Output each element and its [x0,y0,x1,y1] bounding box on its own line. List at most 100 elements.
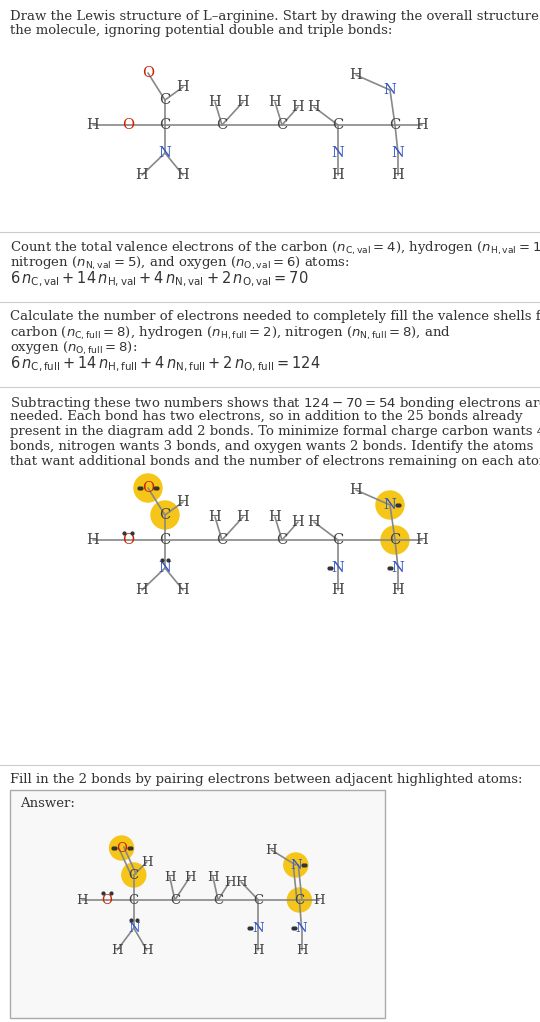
Text: N: N [383,83,396,97]
Ellipse shape [134,474,162,502]
Text: H: H [164,871,176,883]
Text: C: C [294,893,305,907]
Text: H: H [296,943,307,957]
Text: N: N [296,922,307,934]
Text: H: H [313,893,325,907]
Text: H: H [268,95,281,109]
Text: O: O [122,533,134,547]
Text: H: H [86,533,99,547]
Text: Answer:: Answer: [20,797,75,810]
Text: C: C [276,118,288,132]
Ellipse shape [151,501,179,529]
Text: C: C [333,533,343,547]
Ellipse shape [122,863,146,887]
Text: O: O [122,118,134,132]
Text: H: H [308,515,320,529]
Text: H: H [349,68,362,82]
Text: bonds, nitrogen wants 3 bonds, and oxygen wants 2 bonds. Identify the atoms: bonds, nitrogen wants 3 bonds, and oxyge… [10,440,534,453]
Text: $6\,n_\mathrm{C,full} + 14\,n_\mathrm{H,full} + 4\,n_\mathrm{N,full} + 2\,n_\mat: $6\,n_\mathrm{C,full} + 14\,n_\mathrm{H,… [10,355,320,374]
Text: H: H [416,533,428,547]
Ellipse shape [287,888,312,912]
Text: N: N [128,922,140,934]
Text: nitrogen ($n_\mathrm{N,val} = 5$), and oxygen ($n_\mathrm{O,val} = 6$) atoms:: nitrogen ($n_\mathrm{N,val} = 5$), and o… [10,256,350,272]
Text: O: O [142,66,154,80]
Text: Count the total valence electrons of the carbon ($n_\mathrm{C,val} = 4$), hydrog: Count the total valence electrons of the… [10,240,540,258]
Text: N: N [332,561,345,575]
Text: H: H [253,943,264,957]
Text: H: H [184,871,196,883]
Text: C: C [159,93,171,107]
Text: N: N [332,146,345,160]
Text: H: H [292,100,305,114]
Text: H: H [111,943,123,957]
Text: Calculate the number of electrons needed to completely fill the valence shells f: Calculate the number of electrons needed… [10,310,540,323]
Text: O: O [102,893,113,907]
Text: H: H [392,168,404,182]
Text: H: H [292,515,305,529]
Text: H: H [392,583,404,597]
Text: H: H [136,583,148,597]
Text: H: H [416,118,428,132]
Text: C: C [217,533,228,547]
Text: the molecule, ignoring potential double and triple bonds:: the molecule, ignoring potential double … [10,24,393,37]
Text: H: H [332,168,345,182]
Text: C: C [333,118,343,132]
Text: H: H [266,843,277,856]
Text: C: C [170,893,180,907]
Ellipse shape [376,491,404,519]
Text: O: O [142,481,154,495]
Ellipse shape [110,836,133,860]
Text: Fill in the 2 bonds by pairing electrons between adjacent highlighted atoms:: Fill in the 2 bonds by pairing electrons… [10,773,523,786]
Text: N: N [392,561,404,575]
Text: N: N [253,922,264,934]
Text: H: H [268,510,281,524]
Text: H: H [332,583,345,597]
Text: C: C [213,893,223,907]
Text: N: N [383,498,396,512]
Ellipse shape [381,526,409,554]
Text: C: C [129,893,139,907]
Text: N: N [290,858,302,872]
Text: Draw the Lewis structure of L–arginine. Start by drawing the overall structure o: Draw the Lewis structure of L–arginine. … [10,10,540,24]
FancyBboxPatch shape [10,790,385,1018]
Text: C: C [276,533,288,547]
Text: H: H [308,100,320,114]
Text: H: H [208,95,221,109]
Text: C: C [217,118,228,132]
Text: H: H [177,495,190,509]
Text: N: N [159,561,171,575]
Text: N: N [159,146,171,160]
Text: H: H [208,510,221,524]
Text: O: O [116,841,127,854]
Text: H: H [177,168,190,182]
Text: C: C [159,533,171,547]
Text: H: H [141,855,153,869]
Text: H: H [235,876,247,888]
Ellipse shape [284,853,308,877]
Text: present in the diagram add 2 bonds. To minimize formal charge carbon wants 4: present in the diagram add 2 bonds. To m… [10,425,540,438]
Text: that want additional bonds and the number of electrons remaining on each atom:: that want additional bonds and the numbe… [10,455,540,468]
Text: oxygen ($n_\mathrm{O,full} = 8$):: oxygen ($n_\mathrm{O,full} = 8$): [10,340,137,358]
Text: H: H [177,80,190,94]
Text: H: H [136,168,148,182]
Text: H: H [237,510,249,524]
Text: H: H [237,95,249,109]
Text: H: H [177,583,190,597]
Text: needed. Each bond has two electrons, so in addition to the 25 bonds already: needed. Each bond has two electrons, so … [10,410,523,423]
Text: H: H [224,876,235,888]
Text: carbon ($n_\mathrm{C,full} = 8$), hydrogen ($n_\mathrm{H,full} = 2$), nitrogen (: carbon ($n_\mathrm{C,full} = 8$), hydrog… [10,325,451,342]
Text: C: C [159,118,171,132]
Text: H: H [141,943,153,957]
Text: C: C [389,533,401,547]
Text: H: H [86,118,99,132]
Text: C: C [389,118,401,132]
Text: C: C [159,508,171,522]
Text: H: H [207,871,219,883]
Text: C: C [253,893,264,907]
Text: H: H [76,893,88,907]
Text: N: N [392,146,404,160]
Text: H: H [349,483,362,497]
Text: C: C [129,869,139,882]
Text: $6\,n_\mathrm{C,val} + 14\,n_\mathrm{H,val} + 4\,n_\mathrm{N,val} + 2\,n_\mathrm: $6\,n_\mathrm{C,val} + 14\,n_\mathrm{H,v… [10,270,309,289]
Text: Subtracting these two numbers shows that $124 - 70 = 54$ bonding electrons are: Subtracting these two numbers shows that… [10,394,540,412]
